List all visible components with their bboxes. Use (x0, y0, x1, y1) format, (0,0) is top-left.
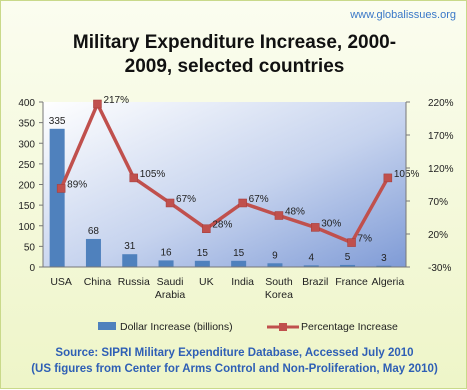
line-value-label: 105% (140, 169, 166, 180)
line-point (165, 198, 175, 208)
line-value-label: 7% (358, 234, 373, 245)
x-tick-label: India (231, 276, 254, 288)
legend-swatch-bars (98, 322, 116, 330)
y-right-tick-label: -30% (428, 263, 451, 274)
line-value-label: 89% (67, 179, 87, 190)
y-left-tick-label: 350 (18, 119, 35, 130)
bar (303, 265, 319, 267)
y-right-tick-label: 170% (428, 131, 454, 142)
bar (85, 238, 101, 267)
source-line-2: (US figures from Center for Arms Control… (31, 363, 438, 375)
line-value-label: 48% (285, 207, 305, 218)
x-tick-label: China (84, 276, 112, 288)
y-left-tick-label: 200 (18, 181, 35, 192)
bar (340, 264, 356, 267)
x-tick-label: France (335, 276, 368, 288)
legend-label-line: Percentage Increase (301, 321, 398, 333)
line-point (347, 238, 356, 247)
line-point (202, 224, 211, 233)
bar-value-label: 15 (233, 248, 245, 259)
chart-title-line-1: Military Expenditure Increase, 2000- (72, 32, 397, 53)
site-url[interactable]: www.globalissues.org (350, 9, 456, 21)
y-right-tick-label: 220% (428, 98, 454, 109)
legend-label-bars: Dollar Increase (billions) (120, 321, 233, 333)
x-tick-label: UK (199, 276, 214, 288)
bar-value-label: 15 (197, 248, 209, 259)
bar-value-label: 31 (124, 241, 136, 252)
x-tick-label: Brazil (302, 276, 328, 288)
x-tick-label: Russia (118, 276, 150, 288)
source-note: Source: SIPRI Military Expenditure Datab… (1, 345, 467, 377)
line-series (56, 99, 393, 247)
bar-value-label: 335 (49, 116, 66, 127)
chart-title: Military Expenditure Increase, 2000- 200… (1, 31, 467, 79)
bar (194, 260, 210, 267)
line-point (93, 99, 102, 109)
line-value-label: 28% (212, 220, 232, 231)
y-right-tick-label: 20% (428, 230, 448, 241)
source-line-1: Source: SIPRI Military Expenditure Datab… (55, 347, 414, 359)
line-point (129, 173, 138, 183)
bar (231, 260, 247, 267)
bar-series (49, 128, 392, 267)
bar-value-label: 5 (345, 252, 351, 263)
bar (122, 254, 138, 267)
bar (267, 263, 283, 267)
y-left-tick-label: 250 (18, 160, 35, 171)
percentage-line (59, 102, 390, 245)
axes: 0 50 100 150 200 250 300 350 400 -30% 20% 70% 120% 17… (18, 98, 453, 301)
line-value-label: 105% (394, 169, 420, 180)
y-right-tick-label: 120% (428, 164, 454, 175)
line-point (274, 211, 284, 220)
bar-value-label: 9 (272, 250, 278, 261)
line-point (56, 184, 66, 193)
bar (376, 265, 392, 267)
legend: Dollar Increase (billions) Percentage Inc… (98, 321, 398, 333)
bar (158, 260, 174, 267)
line-point (238, 198, 247, 208)
line-value-label: 30% (321, 218, 341, 229)
data-labels: 335 68 31 16 15 15 9 4 5 3 89% 217% 105% 67% 28% 67% 48%… (49, 95, 420, 264)
x-tick-label: USA (50, 276, 72, 288)
bar-value-label: 68 (88, 226, 100, 237)
line-value-label: 67% (176, 194, 196, 205)
line-point (383, 173, 393, 183)
bar (49, 128, 65, 267)
line-value-label: 217% (103, 95, 129, 106)
legend-swatch-marker (279, 323, 287, 331)
y-left-tick-label: 300 (18, 139, 35, 150)
line-value-label: 67% (249, 194, 269, 205)
bar-value-label: 4 (308, 252, 314, 263)
y-left-tick-label: 0 (29, 263, 35, 274)
y-left-tick-label: 150 (18, 201, 35, 212)
y-left-tick-label: 100 (18, 222, 35, 233)
y-right-tick-label: 70% (428, 197, 448, 208)
bar-value-label: 3 (381, 253, 387, 264)
y-left-tick-label: 400 (18, 98, 35, 109)
x-tick-label: Saudi Arabia (155, 276, 186, 301)
x-tick-label: Algeria (372, 276, 405, 288)
bar-value-label: 16 (160, 247, 172, 258)
chart-title-line-2: 2009, selected countries (124, 56, 345, 77)
x-tick-label: South Korea (265, 276, 293, 301)
y-left-tick-label: 50 (24, 242, 36, 253)
line-point (311, 223, 320, 232)
